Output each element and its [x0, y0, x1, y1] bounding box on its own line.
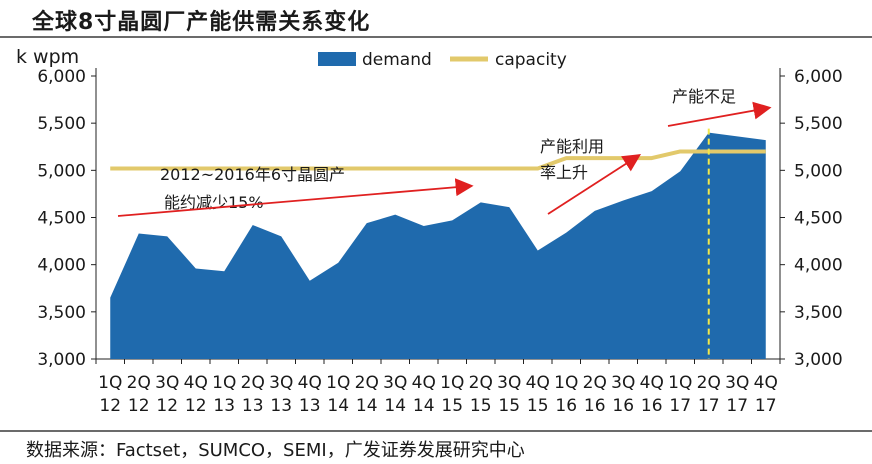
x-tick-label-quarter: 2Q [697, 373, 721, 393]
x-tick-label-year: 15 [470, 396, 492, 416]
y-tick-label-left: 3,000 [37, 350, 86, 370]
y-tick-label-left: 4,000 [37, 256, 86, 276]
x-tick-label-year: 17 [698, 396, 720, 416]
x-tick-label-year: 17 [726, 396, 748, 416]
y-tick-label-left: 5,500 [37, 114, 86, 134]
x-tick-label-quarter: 1Q [326, 373, 350, 393]
x-tick-label-quarter: 1Q [440, 373, 464, 393]
y-tick-label-right: 4,500 [794, 209, 843, 229]
x-tick-label-year: 12 [185, 396, 207, 416]
x-tick-label-quarter: 2Q [241, 373, 265, 393]
x-tick-label-quarter: 1Q [98, 373, 122, 393]
x-tick-label-quarter: 3Q [725, 373, 749, 393]
annotation-shortage-arrow [667, 101, 772, 127]
y-tick-label-left: 4,500 [37, 209, 86, 229]
x-tick-label-year: 16 [641, 396, 663, 416]
y-tick-label-right: 3,000 [794, 350, 843, 370]
x-tick-label-year: 15 [498, 396, 520, 416]
demand-area [110, 132, 766, 359]
x-tick-label-year: 13 [213, 396, 235, 416]
annotation-shortage: 产能不足 [672, 87, 736, 106]
x-tick-label-quarter: 1Q [212, 373, 236, 393]
annotation-decline-line2: 能约减少15% [164, 193, 264, 212]
x-tick-label-quarter: 3Q [269, 373, 293, 393]
annotation-utilization-line1: 产能利用 [540, 137, 604, 156]
x-tick-label-year: 17 [755, 396, 777, 416]
source-note: 数据来源：Factset，SUMCO，SEMI，广发证券发展研究中心 [26, 440, 525, 461]
x-tick-label-quarter: 4Q [298, 373, 322, 393]
x-tick-label-year: 14 [356, 396, 378, 416]
x-tick-label-quarter: 3Q [497, 373, 521, 393]
x-tick-label-quarter: 3Q [611, 373, 635, 393]
chart-title: 全球8寸晶圆厂产能供需关系变化 [32, 10, 371, 35]
x-tick-label-quarter: 2Q [127, 373, 151, 393]
x-tick-label-year: 12 [128, 396, 150, 416]
x-tick-label-quarter: 4Q [526, 373, 550, 393]
x-tick-label-quarter: 1Q [554, 373, 578, 393]
legend-capacity-label: capacity [495, 50, 567, 70]
capacity-line [110, 149, 766, 171]
x-tick-label-year: 13 [270, 396, 292, 416]
x-tick-label-quarter: 4Q [754, 373, 778, 393]
x-tick-label-year: 16 [584, 396, 606, 416]
x-tick-label-year: 13 [299, 396, 321, 416]
x-tick-label-year: 12 [156, 396, 178, 416]
x-tick-label-year: 14 [384, 396, 406, 416]
x-tick-label-year: 12 [99, 396, 121, 416]
y-tick-label-right: 5,000 [794, 161, 843, 181]
x-tick-label-year: 14 [413, 396, 435, 416]
y-tick-label-left: 5,000 [37, 161, 86, 181]
x-tick-label-year: 13 [242, 396, 264, 416]
annotation-utilization-line2: 率上升 [540, 163, 588, 182]
chart: 3,000 3,000 3,500 3,500 4,000 4,000 4,500 4,500… [16, 46, 843, 416]
x-tick-label-quarter: 4Q [640, 373, 664, 393]
x-tick-label-quarter: 2Q [583, 373, 607, 393]
x-tick-label-year: 14 [327, 396, 349, 416]
legend-demand-label: demand [362, 50, 432, 70]
x-tick-label-quarter: 4Q [412, 373, 436, 393]
x-tick-label-quarter: 3Q [383, 373, 407, 393]
x-tick-label-year: 15 [527, 396, 549, 416]
x-tick-label-year: 15 [441, 396, 463, 416]
x-tick-label-quarter: 2Q [469, 373, 493, 393]
y-tick-label-right: 5,500 [794, 114, 843, 134]
legend-demand-swatch [318, 52, 356, 66]
y-tick-label-left: 3,500 [37, 303, 86, 323]
footer-divider [0, 430, 872, 432]
y-tick-label-right: 6,000 [794, 67, 843, 87]
x-tick-label-quarter: 3Q [155, 373, 179, 393]
annotation-utilization-arrow [547, 154, 642, 215]
x-tick-label-quarter: 4Q [184, 373, 208, 393]
y-tick-label-right: 4,000 [794, 256, 843, 276]
annotation-decline-line1: 2012~2016年6寸晶圆产 [160, 165, 345, 184]
y-tick-label-left: 6,000 [37, 67, 86, 87]
x-tick-label-year: 16 [555, 396, 577, 416]
x-tick-label-year: 17 [669, 396, 691, 416]
y-tick-label-right: 3,500 [794, 303, 843, 323]
x-tick-label-quarter: 2Q [355, 373, 379, 393]
x-tick-label-year: 16 [612, 396, 634, 416]
annotation-decline-arrow [117, 178, 474, 217]
x-tick-label-quarter: 1Q [668, 373, 692, 393]
title-divider [0, 36, 872, 38]
y-axis-label: k wpm [16, 46, 79, 68]
